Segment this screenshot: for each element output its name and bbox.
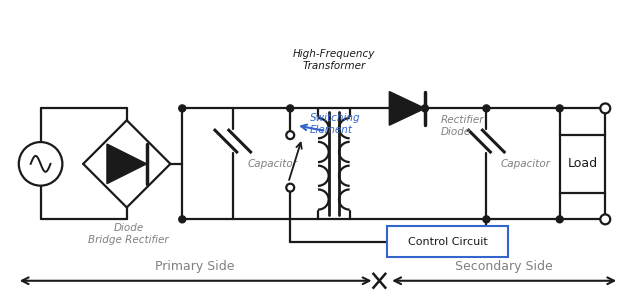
Polygon shape [107,144,147,184]
Text: Switching
Element: Switching Element [310,114,360,135]
Text: Capacitor: Capacitor [248,159,297,169]
Circle shape [556,105,563,112]
Text: Capacitor: Capacitor [500,159,550,169]
Circle shape [286,131,294,139]
Circle shape [600,103,610,113]
Text: Secondary Side: Secondary Side [455,260,553,273]
Text: Load: Load [568,157,597,170]
Circle shape [483,105,490,112]
Circle shape [287,105,294,112]
Circle shape [600,214,610,224]
FancyBboxPatch shape [559,135,605,193]
Text: Control Circuit: Control Circuit [408,237,488,247]
Circle shape [179,105,186,112]
Text: Primary Side: Primary Side [156,260,235,273]
Text: Rectifier
Diode: Rectifier Diode [441,115,484,137]
FancyBboxPatch shape [387,226,508,257]
Polygon shape [389,91,425,125]
Circle shape [556,216,563,223]
Text: High-Frequency
Transformer: High-Frequency Transformer [293,49,375,71]
Circle shape [421,105,428,112]
Circle shape [483,216,490,223]
Circle shape [286,184,294,192]
Circle shape [179,216,186,223]
Text: Diode
Bridge Rectifier: Diode Bridge Rectifier [88,223,169,245]
